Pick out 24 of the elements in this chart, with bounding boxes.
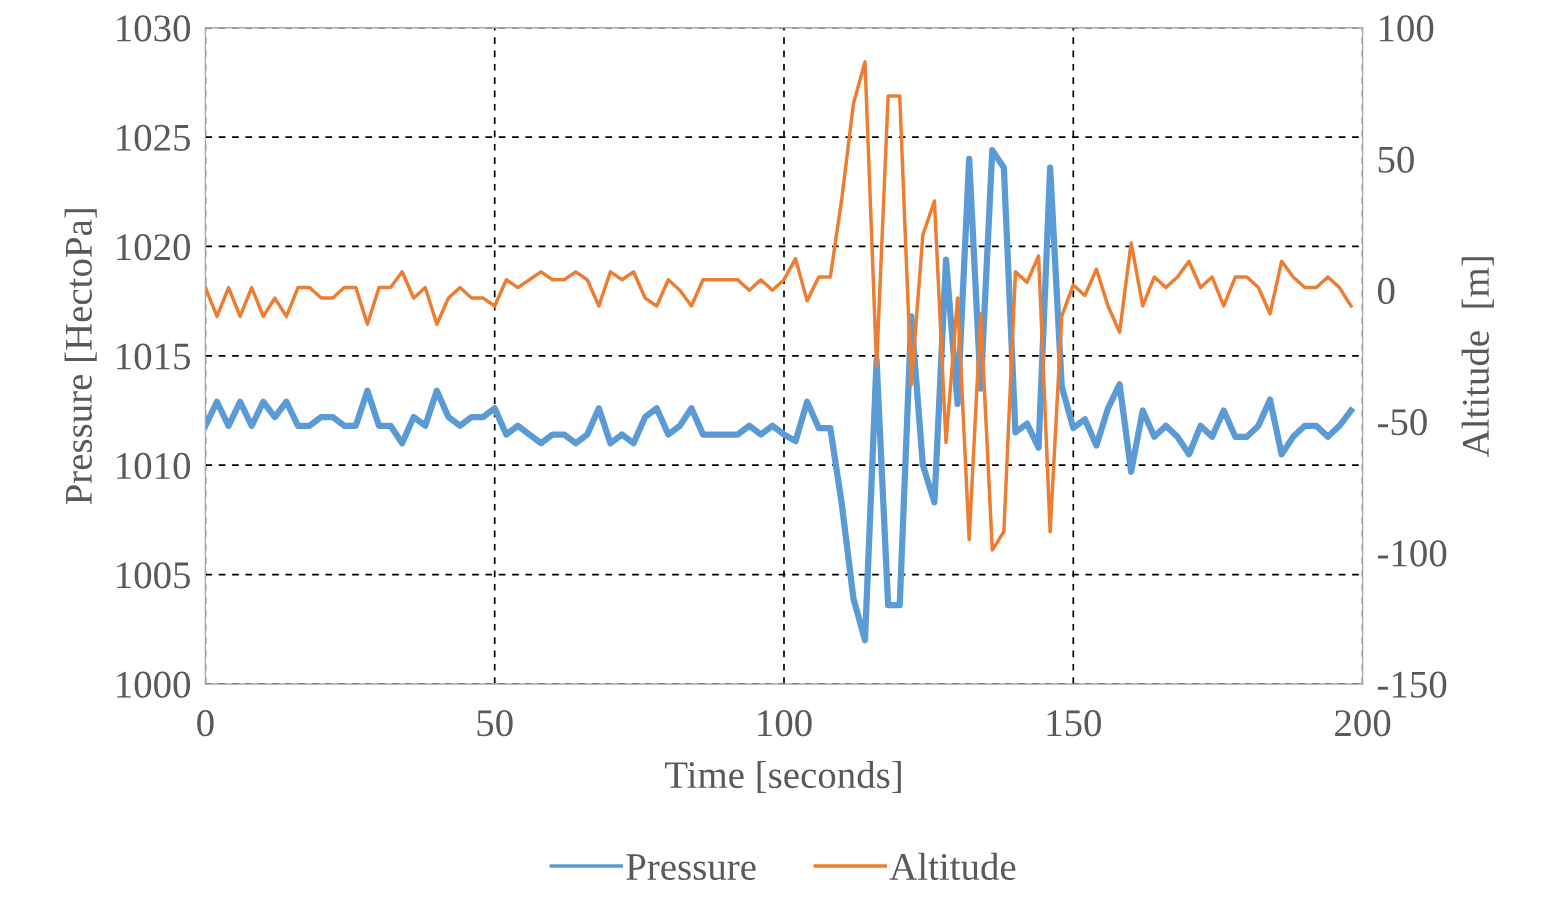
- y-tick-label: 1020: [117, 234, 191, 261]
- line-series: [205, 60, 1353, 552]
- y-tick-label: 1000: [117, 671, 191, 698]
- y-tick-label: 1025: [117, 124, 190, 151]
- x-tick-label: 200: [1335, 710, 1391, 737]
- legend-label: Pressure: [626, 854, 756, 881]
- y-tick-label: 1005: [117, 562, 190, 589]
- x-tick-label: 50: [477, 710, 513, 737]
- y-tick-label: 1015: [117, 343, 190, 370]
- x-tick-label: 150: [1047, 710, 1101, 737]
- y2-tick-label: -150: [1377, 671, 1447, 698]
- y-axis-title: Pressure [HectoPa]: [64, 209, 97, 505]
- y-tick-label: 1030: [117, 15, 191, 42]
- x-tick-label: 100: [758, 710, 812, 737]
- y2-tick-label: 0: [1377, 277, 1395, 305]
- y2-tick-label: 50: [1378, 146, 1414, 173]
- y2-axis-title: Altitude [m]: [1461, 257, 1494, 457]
- x-tick-label: 0: [197, 710, 214, 737]
- y2-tick-label: 100: [1379, 15, 1434, 42]
- y2-tick-label: -100: [1377, 540, 1447, 567]
- x-axis-title: Time [seconds]: [664, 760, 901, 794]
- legend-label: Altitude: [889, 852, 1016, 881]
- y2-tick-label: -50: [1377, 409, 1427, 436]
- y-tick-label: 1010: [117, 452, 191, 480]
